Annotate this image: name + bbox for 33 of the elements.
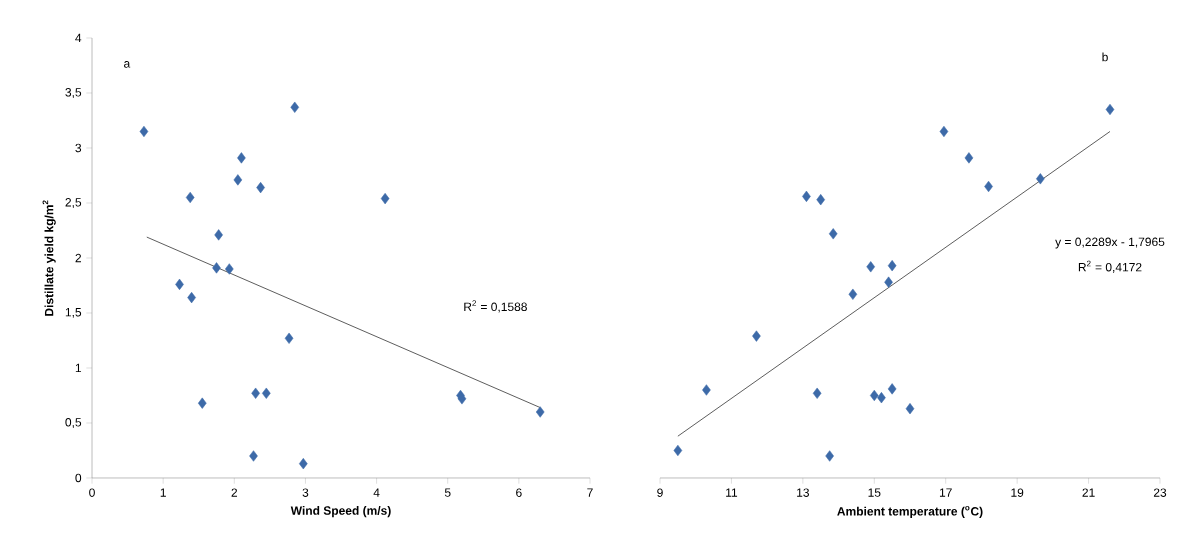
x-tick-label: 11: [726, 488, 738, 497]
x-tick-label: 13: [797, 488, 810, 497]
y-axis-title: Distillate yield kg/m$^{2}$: [42, 200, 56, 316]
annotation: a: [124, 61, 131, 68]
y-tick-label: 2,5: [65, 198, 82, 208]
y-tick-label: 2: [75, 253, 81, 263]
x-tick-label: 15: [868, 488, 881, 497]
x-tick-label: 1: [160, 488, 166, 497]
x-tick-label: 9: [657, 488, 663, 497]
y-tick-label: 3,5: [65, 88, 82, 98]
annotation: R$^{2}$ = 0,4172: [1078, 260, 1142, 273]
annotation: b: [1102, 52, 1108, 62]
x-tick-label: 5: [444, 488, 451, 497]
y-tick-label: 0: [75, 473, 82, 483]
y-tick-label: 3: [75, 143, 82, 153]
x-tick-label: 2: [231, 488, 238, 497]
x-tick-label: 3: [302, 488, 309, 497]
y-tick-label: 4: [75, 33, 82, 43]
x-tick-label: 23: [1153, 488, 1167, 497]
x-tick-label: 0: [89, 488, 95, 497]
y-tick-label: 1,5: [65, 308, 82, 318]
x-axis-title: Wind Speed (m/s): [290, 506, 391, 518]
annotation: y = 0,2289x - 1,7965: [1055, 237, 1165, 249]
x-tick-label: 4: [373, 488, 380, 497]
y-tick-label: 0,5: [65, 418, 82, 428]
y-tick-label: 1: [75, 363, 82, 373]
x-axis-title: Ambient temperature ($^{o}$C): [837, 506, 983, 518]
x-tick-label: 6: [516, 488, 522, 497]
x-tick-label: 7: [587, 488, 593, 497]
x-tick-label: 17: [939, 488, 952, 497]
annotation: R$^{2}$ = 0,1588: [464, 300, 527, 313]
x-tick-label: 21: [1082, 488, 1095, 497]
x-tick-label: 19: [1011, 488, 1024, 497]
